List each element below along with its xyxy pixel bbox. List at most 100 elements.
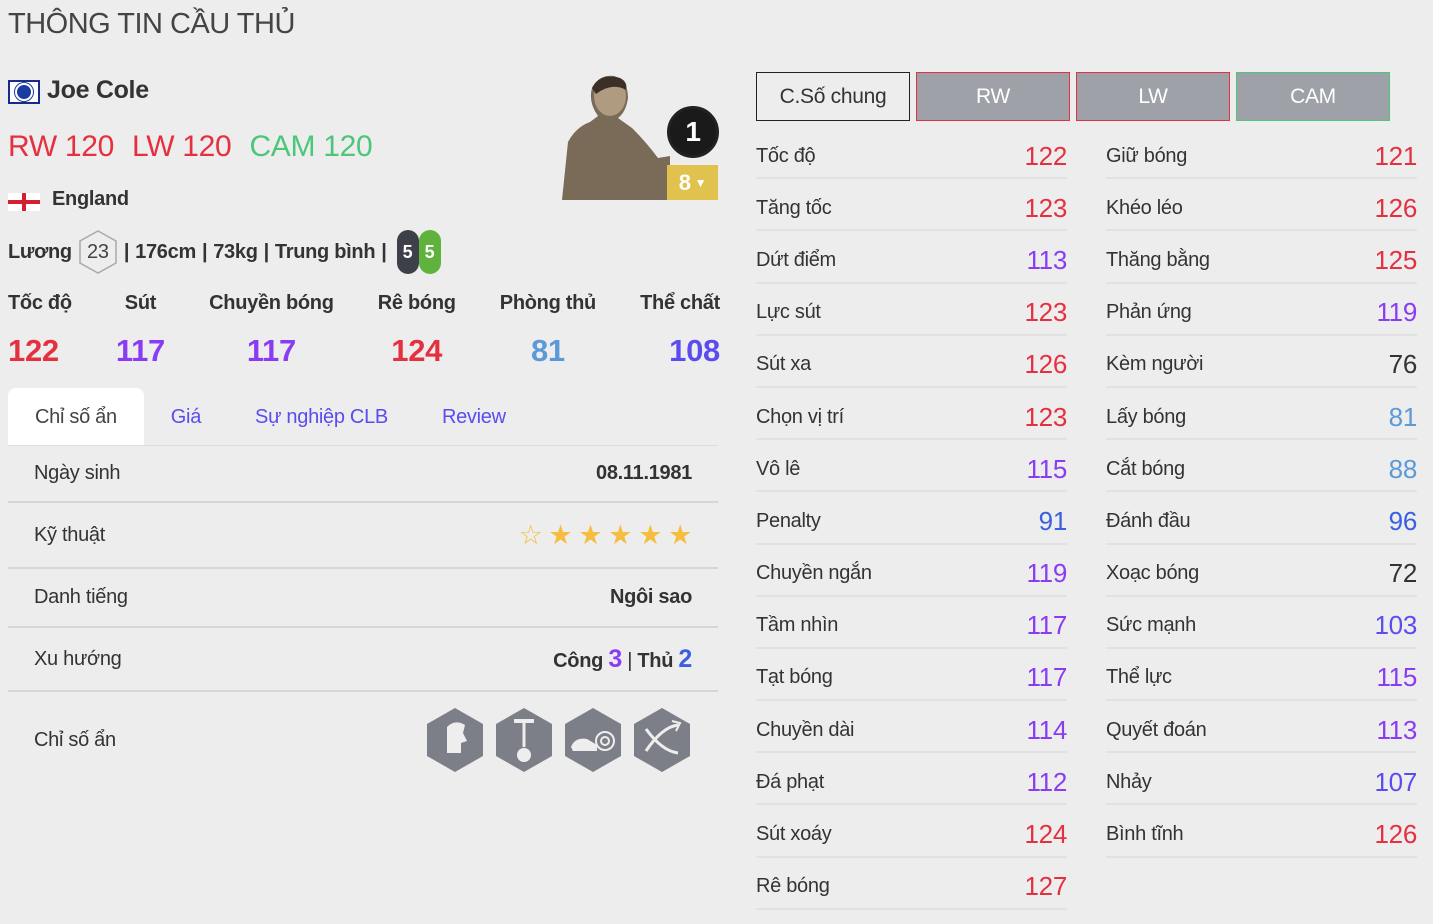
stat-row: Tầm nhìn 117 [756,597,1067,649]
birth-row: Ngày sinh 08.11.1981 [8,446,718,503]
stat-row: Quyết đoán 113 [1106,701,1417,754]
main-stat-label: Sút [124,292,157,314]
stat-label: Đánh đầu [1106,509,1191,532]
stat-label: Cắt bóng [1106,457,1185,480]
stat-label: Chọn vị trí [756,405,844,428]
main-stat-value: 117 [246,333,296,368]
caret-down-icon: ▼ [694,175,707,190]
stat-value: 107 [1374,766,1418,797]
stat-row: Bình tĩnh 126 [1106,805,1418,858]
stat-label: Dứt điểm [756,248,836,271]
stat-row: Xoạc bóng 72 [1106,545,1417,597]
star-filled-icon: ★ [548,519,573,550]
main-stat-value: 122 [8,333,59,368]
stat-row: Dứt điểm 113 [756,231,1067,284]
stat-label: Lấy bóng [1106,405,1186,428]
position-rating-rw: RW 120 [8,130,115,163]
finesse-shot-trait-icon[interactable] [563,707,623,773]
body-type: Trung bình [274,240,376,263]
skill-stars: ☆ ★ ★ ★ ★ ★ [513,519,693,551]
player-info-line: Lương 23 | 176cm | 73kg | Trung bình | 5 5 [8,230,441,274]
stat-value: 126 [1374,819,1418,850]
stat-label: Chuyền ngắn [756,562,872,585]
main-stat: Phòng thủ 81 [500,292,596,369]
main-stat: Sút 117 [116,292,165,369]
stat-row: Tạt bóng 117 [756,649,1067,702]
long-shot-taker-trait-icon[interactable] [494,707,554,773]
position-button-1[interactable]: RW [916,72,1070,121]
stat-label: Chuyền dài [756,718,855,741]
stat-label: Đá phạt [756,770,824,793]
stat-row: Chuyền ngắn 119 [756,545,1067,597]
fame-row: Danh tiếng Ngôi sao [8,569,718,628]
stat-value: 115 [1376,662,1417,693]
star-filled-icon: ★ [668,519,692,550]
position-rating-cam: CAM 120 [249,130,373,163]
stat-value: 125 [1374,244,1418,275]
tab-1[interactable]: Giá [170,406,202,428]
stat-row: Sức mạnh 103 [1106,597,1417,649]
stat-value: 117 [1026,610,1067,641]
stat-value: 81 [1388,401,1418,432]
star-filled-icon: ★ [638,519,663,550]
stat-label: Phản ứng [1106,301,1192,324]
stat-row: Sút xoáy 124 [756,805,1067,858]
tab-2[interactable]: Sự nghiệp CLB [255,406,388,428]
stat-value: 127 [1024,871,1068,902]
main-stat: Tốc độ 122 [8,292,72,369]
stat-label: Kèm người [1106,353,1204,376]
main-stat-value: 117 [115,333,166,368]
stat-value: 72 [1388,558,1418,589]
stat-value: 126 [1024,349,1068,380]
birth-date: 08.11.1981 [596,462,692,484]
position-button-0[interactable]: C.Số chung [756,72,910,121]
stat-value: 112 [1026,766,1067,797]
salary-label: Lương [8,240,72,263]
stat-row: Đánh đầu 96 [1106,492,1418,545]
stat-row: Tốc độ 122 [756,127,1067,180]
info-tabs: Chỉ số ẩn Giá Sự nghiệp CLB Review [8,388,718,446]
nation: England [52,188,129,210]
position-button-2[interactable]: LW [1076,72,1230,121]
stat-row: Rê bóng 127 [756,858,1067,910]
stat-label: Thể lực [1106,666,1172,689]
main-stat-label: Phòng thủ [499,292,596,314]
stat-row: Penalty 91 [756,492,1068,545]
stat-label: Tầm nhìn [756,614,839,637]
stats-left-column: Tốc độ 122 Tăng tốc 123 Dứt điểm 113 Lực sút 12… [756,127,1067,910]
stat-label: Quyết đoán [1106,718,1207,741]
stat-label: Tốc độ [756,144,816,167]
stat-value: 88 [1388,453,1418,484]
speed-dribbler-trait-icon[interactable] [632,707,692,773]
traits-row: Chỉ số ẩn [8,692,718,788]
stat-value: 91 [1038,505,1068,536]
stat-row: Nhảy 107 [1106,753,1418,806]
stat-row: Giữ bóng 121 [1106,127,1417,180]
stat-row: Chuyền dài 114 [756,701,1067,754]
page-title: THÔNG TIN CẦU THỦ [8,8,295,40]
stat-label: Xoạc bóng [1106,562,1199,585]
position-button-3[interactable]: CAM [1236,72,1390,121]
stat-value: 96 [1388,505,1418,536]
player-name: Joe Cole [47,76,149,104]
flair-trait-icon[interactable] [425,707,485,773]
stat-row: Sút xa 126 [756,336,1067,388]
stat-row: Tăng tốc 123 [756,179,1067,232]
tab-3[interactable]: Review [441,406,506,428]
stat-label: Nhảy [1106,770,1152,793]
stat-label: Sút xa [756,353,811,376]
stat-row: Thể lực 115 [1106,649,1417,702]
stat-value: 113 [1026,244,1067,275]
stat-label: Sức mạnh [1106,614,1196,637]
upgrade-level-dropdown[interactable]: 8 ▼ [667,165,718,200]
tab-0[interactable]: Chỉ số ẩn [8,388,144,445]
stat-row: Lấy bóng 81 [1106,388,1418,441]
stat-label: Lực sút [756,301,821,324]
salary-badge: 23 [78,230,118,274]
stat-row: Chọn vị trí 123 [756,388,1067,441]
stat-label: Khéo léo [1106,196,1183,219]
main-stat-label: Chuyền bóng [209,292,334,314]
stat-value: 117 [1026,662,1067,693]
stat-value: 103 [1374,610,1418,641]
height: 176cm [135,240,196,263]
